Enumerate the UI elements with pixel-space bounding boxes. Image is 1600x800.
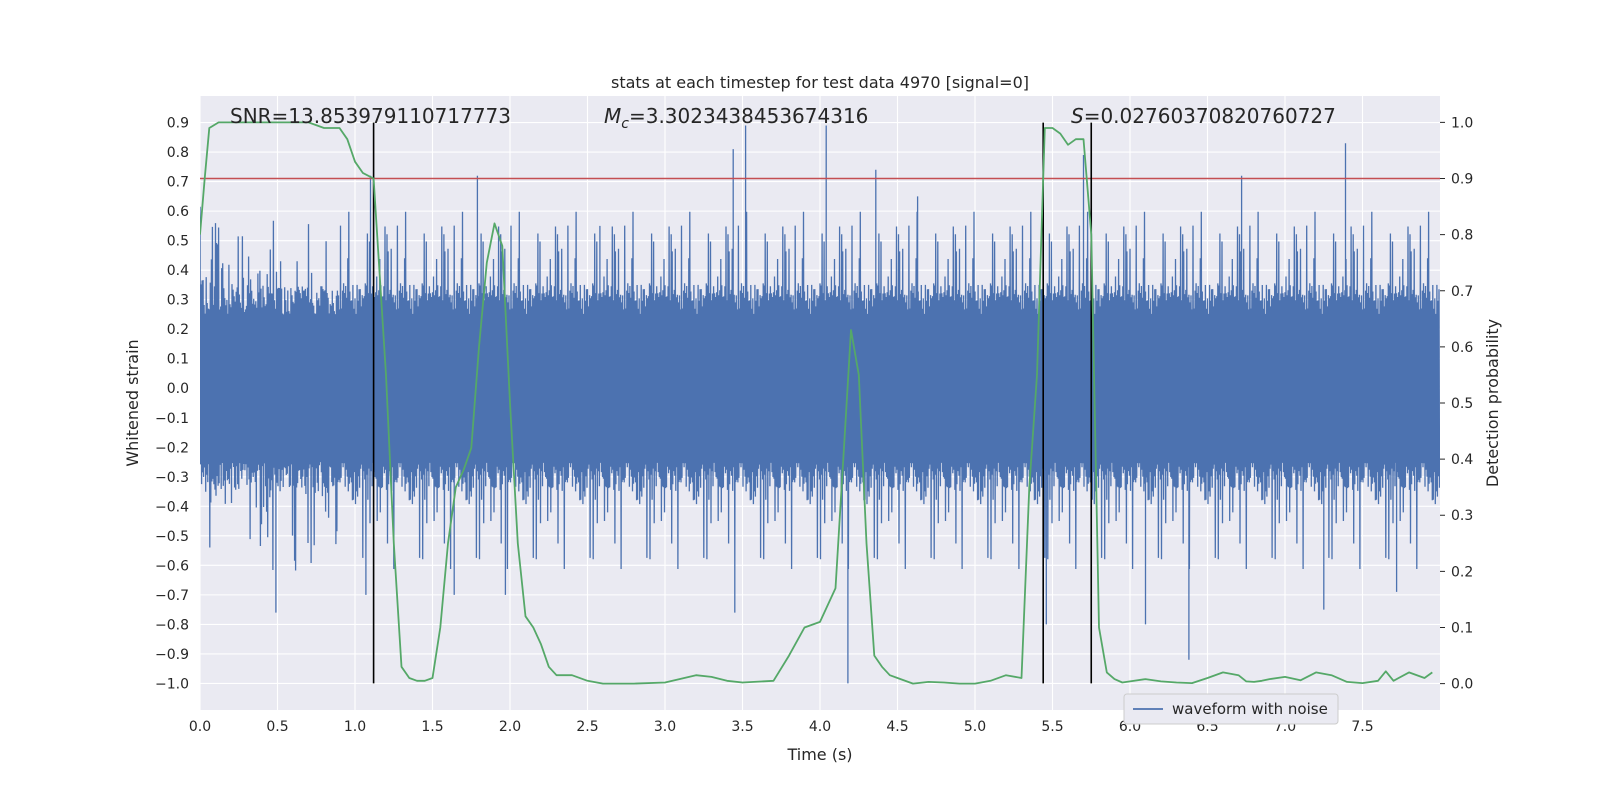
- y2-axis-ticks: 1.0 0.9 0.8 0.7 0.6 0.5 0.4 0.3 0.2 0.1 0.0: [1440, 115, 1473, 693]
- y-tick-label: 0.0: [167, 381, 189, 397]
- x-tick-label: 2.5: [576, 719, 598, 735]
- y-tick-label: −0.6: [155, 558, 189, 574]
- detection-probability-line: [200, 121, 1433, 685]
- y2-tick-label: 0.6: [1451, 340, 1473, 356]
- mc-subscript: c: [621, 116, 629, 132]
- y-tick-label: −0.5: [155, 529, 189, 545]
- y2-tick-label: 0.8: [1451, 228, 1473, 244]
- y-tick-label: −0.7: [155, 588, 189, 604]
- y-tick-label: 0.5: [167, 234, 189, 250]
- y-tick-label: 0.1: [167, 352, 189, 368]
- y2-tick-label: 0.9: [1451, 172, 1473, 188]
- y-axis-label: Whitened strain: [123, 339, 142, 466]
- y-tick-label: 0.6: [167, 204, 189, 220]
- y2-tick-label: 0.0: [1451, 677, 1473, 693]
- s-symbol: S: [1071, 104, 1084, 128]
- x-tick-label: 3.0: [654, 719, 676, 735]
- waveform-series: [200, 125, 1440, 684]
- x-tick-label: 7.5: [1351, 719, 1373, 735]
- x-axis-ticks: 0.0 0.5 1.0 1.5 2.0 2.5 3.0 3.5 4.0 4.5 5.0 5.5 6.0 6…: [189, 719, 1374, 735]
- x-tick-label: 5.5: [1041, 719, 1063, 735]
- x-tick-label: 2.0: [499, 719, 521, 735]
- y-tick-label: 0.4: [167, 263, 189, 279]
- snr-annotation: SNR=13.853979110717773: [230, 104, 511, 128]
- y-tick-label: 0.9: [167, 116, 189, 132]
- y-tick-label: −0.8: [155, 617, 189, 633]
- s-value: =0.02760370820760727: [1084, 104, 1336, 128]
- mc-annotation: Mc=3.3023438453674316: [604, 104, 868, 132]
- y2-tick-label: 0.5: [1451, 396, 1473, 412]
- x-tick-label: 4.0: [809, 719, 831, 735]
- legend-box: [1123, 693, 1339, 725]
- y-tick-label: −0.9: [155, 647, 189, 663]
- x-tick-label: 1.0: [344, 719, 366, 735]
- y-tick-label: 0.7: [167, 175, 189, 191]
- x-tick-label: 4.5: [886, 719, 908, 735]
- y2-tick-label: 0.1: [1451, 620, 1473, 636]
- legend: waveform with noise: [1123, 693, 1339, 725]
- legend-label: waveform with noise: [1172, 700, 1328, 718]
- waveform-line: [200, 125, 1440, 684]
- y-tick-label: 0.3: [167, 293, 189, 309]
- x-tick-label: 3.5: [731, 719, 753, 735]
- x-tick-label: 0.0: [189, 719, 211, 735]
- mc-symbol: M: [604, 104, 621, 128]
- chart-title: stats at each timestep for test data 497…: [611, 73, 1029, 92]
- y-tick-label: −0.2: [155, 440, 189, 456]
- x-tick-label: 0.5: [266, 719, 288, 735]
- y-tick-label: 0.8: [167, 145, 189, 161]
- s-annotation: S=0.02760370820760727: [1071, 104, 1336, 128]
- y2-tick-label: 0.3: [1451, 508, 1473, 524]
- mc-value: =3.3023438453674316: [629, 104, 868, 128]
- x-axis-label: Time (s): [786, 745, 852, 764]
- y-tick-label: −0.3: [155, 470, 189, 486]
- y-tick-label: −0.4: [155, 499, 189, 515]
- y2-tick-label: 0.4: [1451, 452, 1473, 468]
- y-axis-ticks: 0.9 0.8 0.7 0.6 0.5 0.4 0.3 0.2 0.1 0.0 −0.1 −0.2 −0…: [155, 116, 189, 693]
- y2-tick-label: 0.2: [1451, 564, 1473, 580]
- overlay: [200, 121, 1440, 685]
- y-tick-label: −1.0: [155, 676, 189, 692]
- y-tick-label: 0.2: [167, 322, 189, 338]
- y2-tick-label: 1.0: [1451, 115, 1473, 131]
- y2-tick-label: 0.7: [1451, 284, 1473, 300]
- y2-axis-label: Detection probability: [1483, 319, 1502, 487]
- x-tick-label: 5.0: [964, 719, 986, 735]
- x-tick-label: 1.5: [421, 719, 443, 735]
- y-tick-label: −0.1: [155, 411, 189, 427]
